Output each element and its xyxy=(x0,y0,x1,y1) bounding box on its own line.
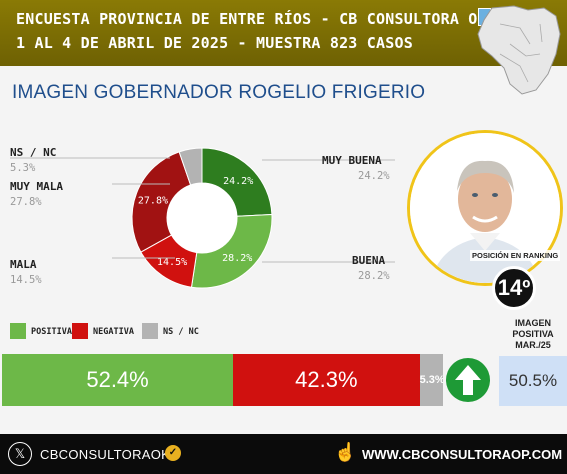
governor-photo xyxy=(407,130,563,286)
label-mala: MALA xyxy=(10,258,37,271)
social-handle[interactable]: CBCONSULTORAOK xyxy=(40,447,171,462)
slice-mala-label: 14.5% xyxy=(157,257,187,268)
ranking-label: POSICIÓN EN RANKING xyxy=(470,250,561,261)
slice-muy-mala-label: 27.8% xyxy=(138,195,168,206)
legend-swatch-positiva xyxy=(10,323,26,339)
value-mala: 14.5% xyxy=(10,274,42,286)
legend-ns-nc: NS / NC xyxy=(163,327,199,337)
bar-negativa: 42.3% xyxy=(233,354,420,406)
previous-image-value: 50.5% xyxy=(499,356,567,406)
value-ns-nc: 5.3% xyxy=(10,162,36,174)
previous-image-title: IMAGEN POSITIVA MAR./25 xyxy=(512,318,554,350)
website-link[interactable]: WWW.CBCONSULTORAOP.COM xyxy=(362,447,563,462)
legend-negativa: NEGATIVA xyxy=(93,327,134,337)
survey-dates: 1 AL 4 DE ABRIL DE 2025 - MUESTRA 823 CA… xyxy=(16,34,413,52)
label-buena: BUENA xyxy=(352,254,386,267)
ranking-badge: 14º xyxy=(492,266,536,310)
pointer-hand-icon: ☝ xyxy=(334,442,357,462)
slice-muy-buena xyxy=(201,147,273,217)
label-muy-mala: MUY MALA xyxy=(10,180,63,193)
value-muy-mala: 27.8% xyxy=(10,196,42,208)
donut-hole xyxy=(167,183,237,253)
value-buena: 28.2% xyxy=(358,270,390,282)
x-logo-icon[interactable]: 𝕏 xyxy=(8,442,32,466)
chart-subtitle: IMAGEN GOBERNADOR ROGELIO FRIGERIO xyxy=(12,82,426,103)
entre-rios-map-icon xyxy=(470,4,564,96)
verified-check-icon: ✓ xyxy=(165,445,181,461)
slice-buena xyxy=(190,213,273,289)
header-banner: ENCUESTA PROVINCIA DE ENTRE RÍOS - CB CO… xyxy=(0,0,567,66)
legend-positiva: POSITIVA xyxy=(31,327,72,337)
slice-muy-buena-label: 24.2% xyxy=(223,176,253,187)
label-ns-nc: NS / NC xyxy=(10,146,57,159)
bar-ns-nc: 5.3% xyxy=(419,354,443,406)
slice-ns-nc xyxy=(178,147,203,186)
label-muy-buena: MUY BUENA xyxy=(322,154,382,167)
up-arrow-icon xyxy=(446,358,490,402)
slice-mala xyxy=(140,234,198,288)
bar-positiva: 52.4% xyxy=(2,354,234,406)
slice-muy-mala xyxy=(131,151,192,253)
legend-swatch-ns-nc xyxy=(142,323,158,339)
value-muy-buena: 24.2% xyxy=(358,170,390,182)
survey-title: ENCUESTA PROVINCIA DE ENTRE RÍOS - CB CO… xyxy=(16,10,487,28)
legend-swatch-negativa xyxy=(72,323,88,339)
footer-bar: 𝕏 CBCONSULTORAOK ✓ ☝ WWW.CBCONSULTORAOP.… xyxy=(0,434,567,474)
slice-buena-label: 28.2% xyxy=(222,253,252,264)
